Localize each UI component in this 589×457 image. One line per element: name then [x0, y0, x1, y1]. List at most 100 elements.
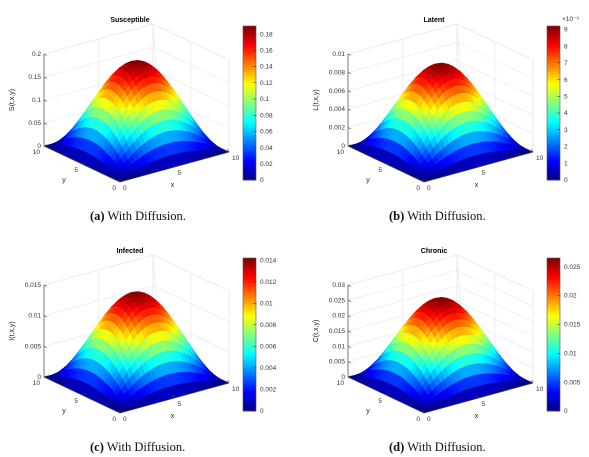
colorbar-segment — [243, 258, 256, 261]
colorbar-segment — [243, 112, 256, 116]
colorbar-segment — [547, 310, 560, 314]
colorbar: 9 8 7 6 5 4 3 2 1 0 ×10⁻³ — [546, 16, 579, 184]
y-tick-label: 5 — [74, 167, 78, 174]
colorbar-segment — [547, 90, 560, 94]
y-tick-mark — [347, 375, 352, 378]
x-tick-mark — [422, 409, 425, 414]
colorbar-segment — [243, 175, 256, 178]
colorbar-segment — [243, 315, 256, 319]
y-axis-label: y — [62, 408, 66, 415]
colorbar-segment — [243, 107, 256, 111]
x-tick-label: 5 — [482, 170, 486, 177]
colorbar-segment — [547, 86, 560, 89]
colorbar-segment — [243, 396, 256, 400]
z-tick-label: 0.004 — [329, 106, 346, 113]
y-tick-label: 0 — [112, 416, 116, 423]
colorbar-segment — [547, 260, 560, 264]
colorbar-segment — [243, 296, 256, 300]
colorbar-segment — [547, 66, 560, 70]
colorbar-segment — [243, 322, 256, 326]
colorbar-segment — [547, 165, 560, 169]
colorbar-segment — [243, 303, 256, 307]
colorbar-segment — [547, 59, 560, 63]
colorbar-segment — [547, 160, 560, 164]
colorbar-segment — [243, 329, 256, 333]
colorbar-segment — [243, 93, 256, 97]
colorbar-segment — [547, 279, 560, 283]
colorbar-segment — [547, 76, 560, 80]
z-tick-label: 0.02 — [332, 313, 345, 320]
colorbar-segment — [547, 391, 560, 395]
colorbar-segment — [547, 339, 560, 343]
colorbar-segment — [547, 315, 560, 319]
colorbar-tick-label: 0.06 — [260, 129, 273, 136]
colorbar-segment — [547, 344, 560, 347]
colorbar-segment — [547, 408, 560, 412]
colorbar-segment — [243, 105, 256, 109]
colorbar-segment — [547, 308, 560, 311]
y-tick-mark — [423, 180, 428, 183]
panel-chronic: 00.0050.010.0150.020.0250.0305100510xyC(… — [313, 248, 581, 423]
x-tick-label: 0 — [123, 185, 127, 192]
colorbar-segment — [243, 284, 256, 288]
colorbar-frame — [242, 257, 257, 412]
colorbar-segment — [547, 329, 560, 333]
y-tick-mark — [81, 393, 86, 396]
colorbar-segment — [243, 81, 256, 85]
colorbar-segment — [243, 74, 256, 77]
colorbar-segment — [547, 389, 560, 393]
colorbar-segment — [243, 291, 256, 295]
colorbar-segment — [547, 320, 560, 323]
colorbar-segment — [547, 301, 560, 304]
colorbar-segment — [243, 98, 256, 101]
z-tick-mark — [43, 99, 48, 102]
z-tick-mark — [347, 145, 352, 148]
z-tick-mark — [347, 376, 352, 379]
colorbar-segment — [547, 47, 560, 51]
x-tick-mark — [531, 148, 534, 153]
colorbar-segment — [243, 267, 256, 271]
colorbar-segment — [547, 167, 560, 171]
caption-a: (a) With Diffusion. — [90, 209, 186, 224]
z-tick-mark — [43, 76, 48, 79]
colorbar-segment — [243, 301, 256, 304]
colorbar-tick-label: 0.005 — [564, 379, 581, 386]
colorbar-tick-label: 0 — [564, 177, 568, 184]
colorbar-segment — [243, 71, 256, 75]
colorbar-segment — [547, 141, 560, 145]
colorbar-segment — [243, 26, 256, 29]
colorbar-tick-label: 0.002 — [260, 387, 277, 394]
colorbar-segment — [547, 291, 560, 295]
colorbar-segment — [547, 365, 560, 369]
colorbar-segment — [243, 310, 256, 314]
colorbar-segment — [243, 66, 256, 70]
colorbar-segment — [547, 52, 560, 56]
colorbar-segment — [547, 158, 560, 162]
colorbar: 0.014 0.012 0.01 0.008 0.006 0.004 0.002 0 — [242, 257, 277, 415]
z-tick-mark — [347, 346, 352, 348]
colorbar-segment — [243, 382, 256, 386]
y-tick-label: 10 — [337, 380, 345, 387]
z-axis-label: I(t,x,y) — [9, 321, 16, 340]
colorbar-segment — [547, 42, 560, 46]
colorbar-segment — [547, 62, 560, 65]
colorbar-segment — [243, 52, 256, 56]
colorbar-tick-label: 0.004 — [260, 365, 277, 372]
colorbar-segment — [243, 141, 256, 145]
colorbar-segment — [547, 134, 560, 138]
x-tick-label: 10 — [536, 155, 544, 162]
colorbar-tick-label: 0.025 — [564, 264, 581, 271]
colorbar-segment — [547, 281, 560, 285]
colorbar-segment — [547, 81, 560, 85]
caption-d-letter: (d) — [389, 440, 405, 454]
colorbar-segment — [547, 305, 560, 309]
colorbar-segment — [243, 327, 256, 331]
z-tick-mark — [43, 284, 48, 287]
colorbar-segment — [243, 100, 256, 104]
z-tick-mark — [347, 108, 352, 111]
colorbar-segment — [547, 332, 560, 335]
colorbar-segment — [243, 172, 256, 176]
colorbar-segment — [243, 163, 256, 166]
colorbar-segment — [243, 272, 256, 276]
colorbar-segment — [243, 320, 256, 323]
